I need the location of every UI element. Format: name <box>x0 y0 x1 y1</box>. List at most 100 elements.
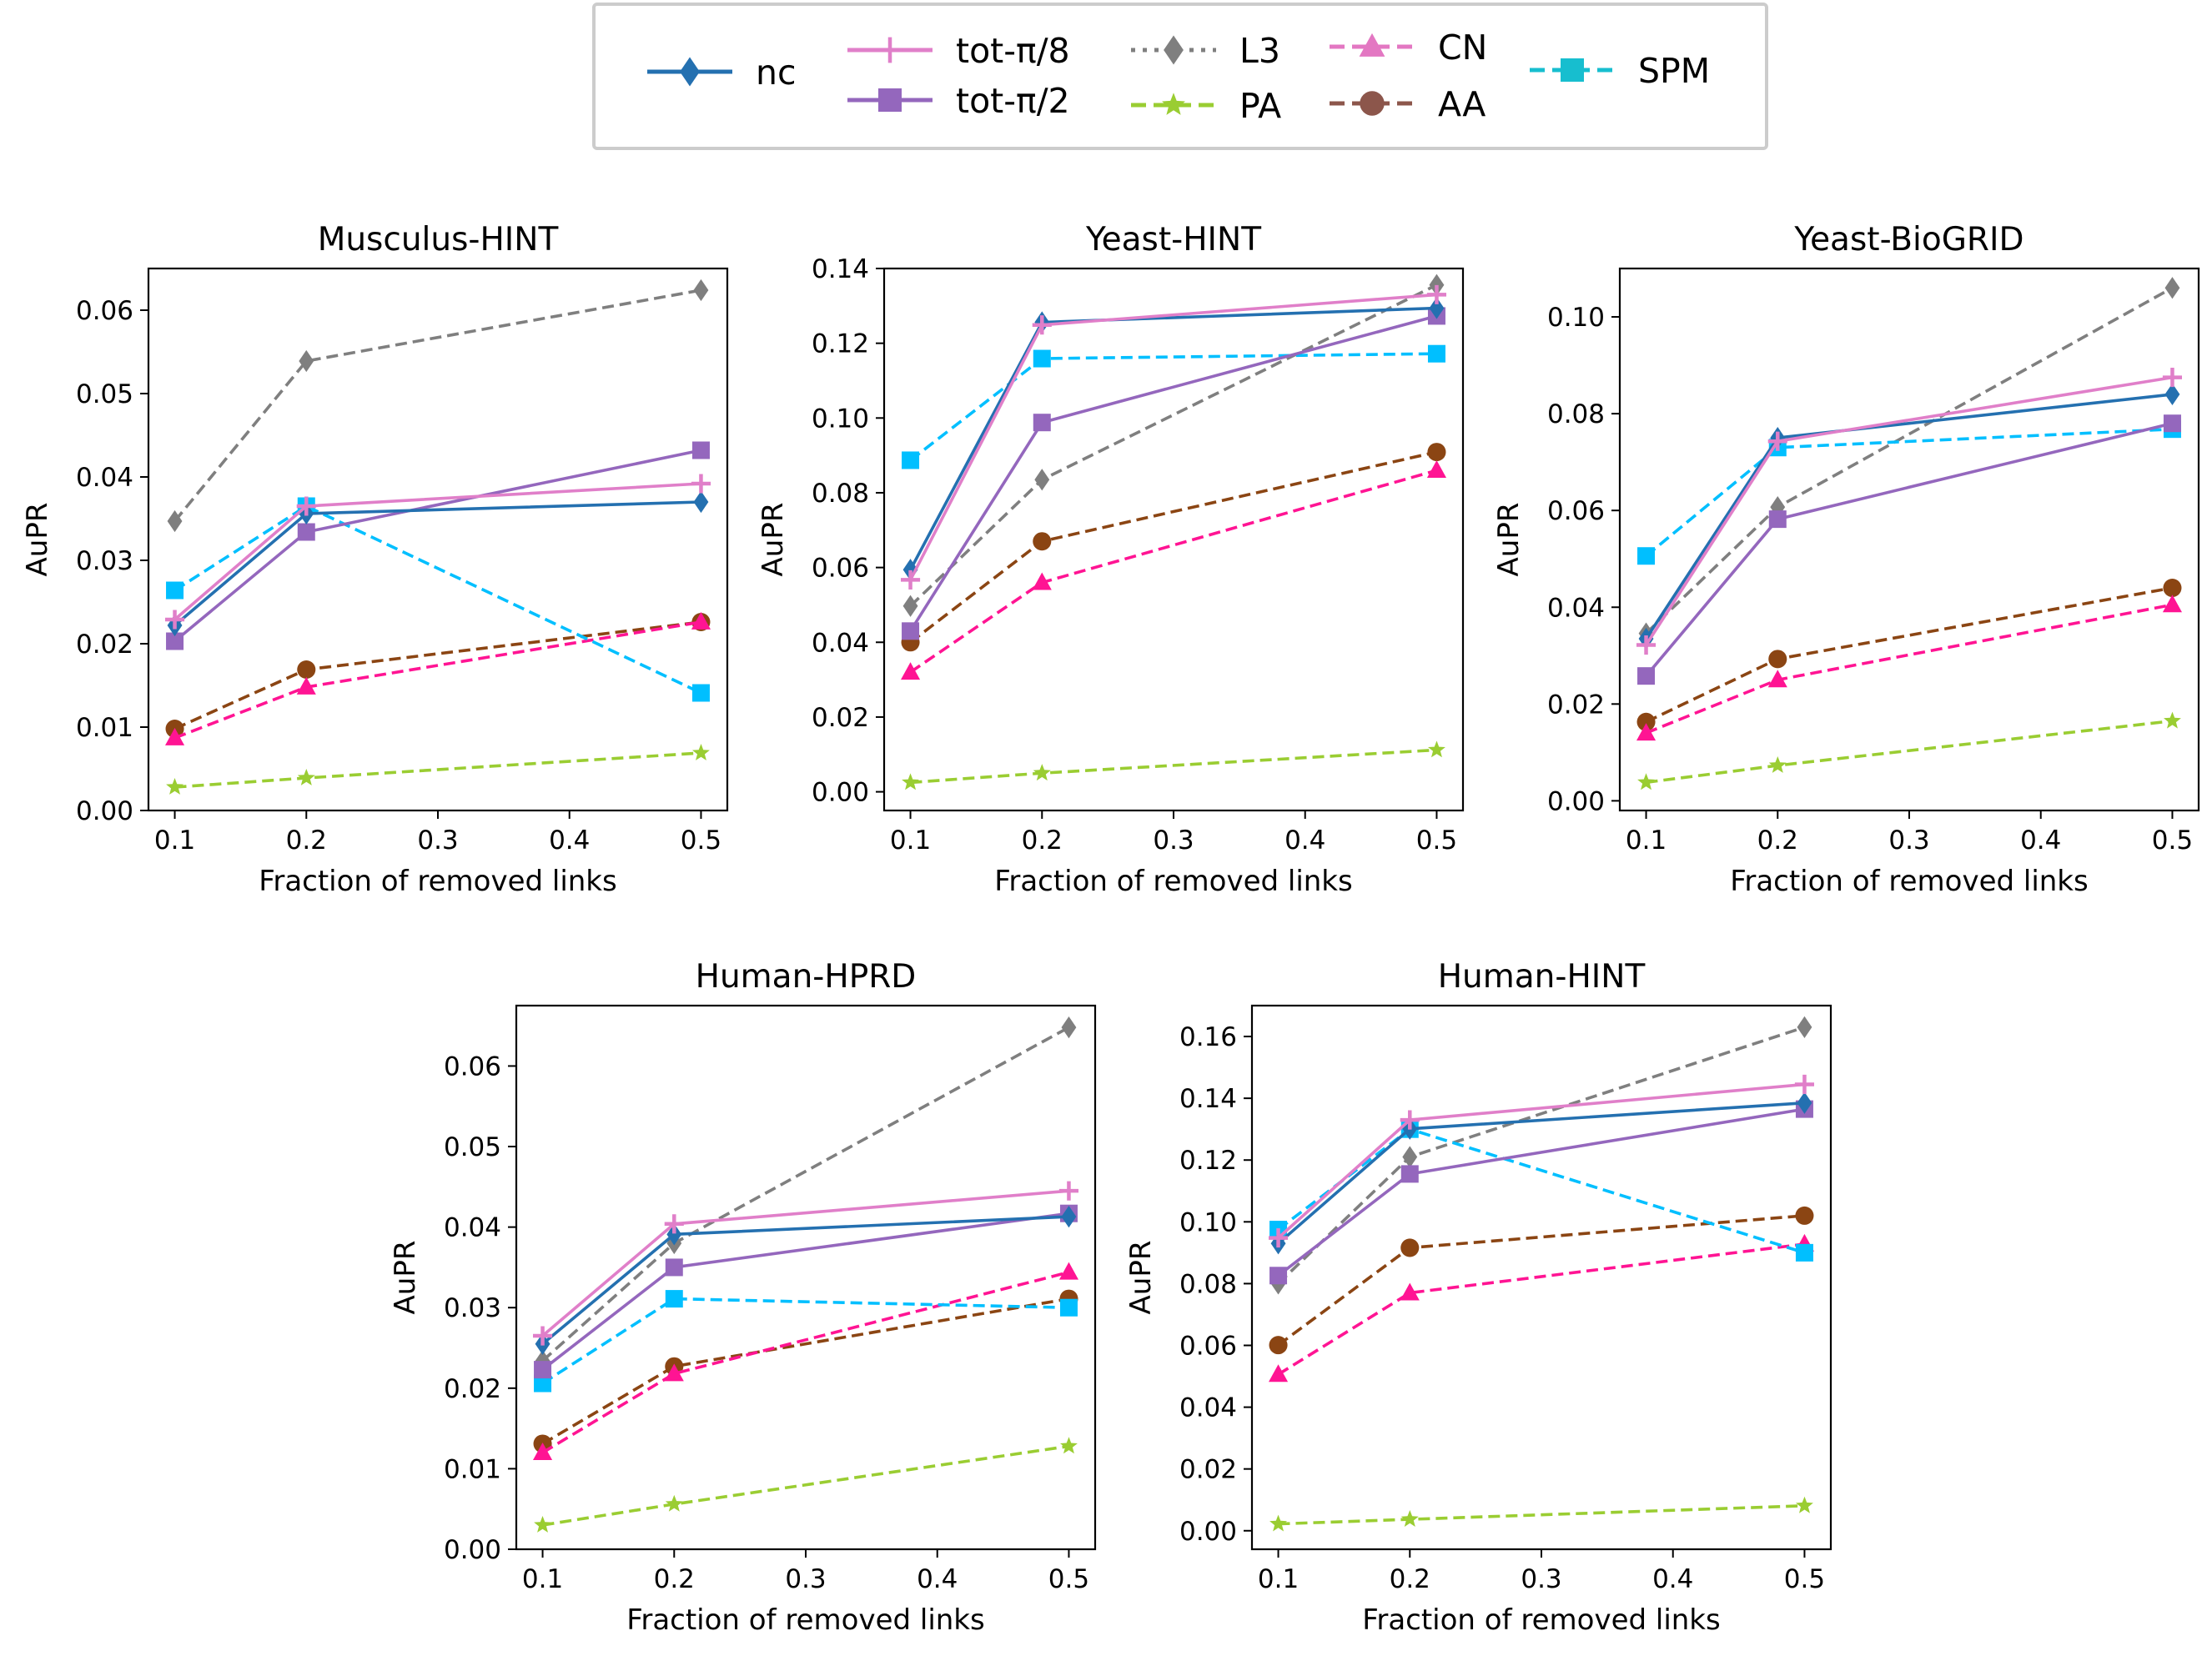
y-tick-label: 0.02 <box>444 1374 501 1404</box>
legend-label-AA: AA <box>1438 84 1486 124</box>
data-point-AA <box>1768 650 1787 669</box>
series-tot8 <box>1269 1074 1814 1248</box>
data-point-CN <box>2162 595 2183 613</box>
data-point-AA <box>297 660 316 680</box>
series-tot8 <box>1636 368 2182 655</box>
y-tick-label: 0.00 <box>1547 786 1605 816</box>
x-axis-label: Fraction of removed links <box>994 865 1352 898</box>
data-point-AA <box>1033 532 1052 551</box>
x-tick-label: 0.2 <box>1022 825 1063 856</box>
data-point-CN <box>900 662 921 680</box>
data-point-SPM <box>902 451 920 469</box>
y-tick-label: 0.10 <box>1179 1207 1237 1237</box>
y-tick-label: 0.02 <box>1179 1455 1237 1485</box>
series-L3 <box>167 279 709 533</box>
legend-marker-AA <box>1360 91 1385 116</box>
series-AA <box>1636 579 2182 731</box>
x-tick-label: 0.4 <box>549 825 590 856</box>
y-tick-label: 0.02 <box>76 630 133 660</box>
chart-panel-yeast-biogrid: 0.1 0.2 0.3 0.4 0.5 0.00 0.02 0.04 0.06 0.08 0.10 Y… <box>1492 221 2200 898</box>
x-tick-label: 0.4 <box>1652 1564 1693 1594</box>
x-tick-label: 0.2 <box>286 825 327 856</box>
y-tick-label: 0.02 <box>812 703 869 733</box>
x-tick-label: 0.1 <box>1258 1564 1299 1594</box>
y-tick-label: 0.06 <box>812 554 869 584</box>
x-tick-label: 0.1 <box>890 825 931 856</box>
data-point-PA <box>2164 711 2181 729</box>
x-tick-label: 0.3 <box>417 825 458 856</box>
x-axis-label: Fraction of removed links <box>259 865 616 898</box>
data-point-tot2 <box>691 441 710 459</box>
legend-marker-nc <box>680 57 700 87</box>
data-point-SPM <box>1795 1243 1813 1262</box>
chart-panel-yeast-hint: 0.1 0.2 0.3 0.4 0.5 0.00 0.02 0.04 0.06 0.08 0.10 0… <box>757 221 1465 898</box>
data-point-tot2 <box>534 1361 552 1379</box>
series-tot8 <box>164 474 711 630</box>
series-AA <box>1269 1206 1814 1355</box>
x-tick-label: 0.1 <box>522 1564 563 1594</box>
series-line-L3 <box>173 289 701 523</box>
x-tick-label: 0.3 <box>1521 1564 1561 1594</box>
data-point-PA <box>665 1494 683 1512</box>
x-tick-label: 0.2 <box>1757 825 1798 856</box>
data-point-AA <box>2163 579 2182 598</box>
y-tick-label: 0.02 <box>1547 690 1605 720</box>
series-tot8 <box>532 1181 1078 1346</box>
legend-label-tot8: tot-π/8 <box>956 31 1070 71</box>
data-point-PA <box>902 773 919 790</box>
data-point-nc <box>1797 1091 1812 1114</box>
data-point-tot8 <box>296 496 316 516</box>
data-point-tot8 <box>664 1214 684 1234</box>
y-tick-label: 0.12 <box>1179 1146 1237 1176</box>
series-line-SPM <box>1645 427 2173 558</box>
series-SPM <box>534 1290 1078 1393</box>
data-point-SPM <box>1033 349 1051 368</box>
data-point-CN <box>532 1443 553 1461</box>
y-tick-label: 0.06 <box>76 296 133 326</box>
y-tick-label: 0.14 <box>1179 1084 1237 1114</box>
x-tick-label: 0.5 <box>1416 825 1457 856</box>
x-tick-label: 0.5 <box>681 825 721 856</box>
series-SPM <box>902 344 1445 469</box>
data-point-PA <box>1033 764 1051 781</box>
data-point-CN <box>1268 1364 1289 1383</box>
x-tick-label: 0.3 <box>1888 825 1929 856</box>
data-point-L3 <box>299 349 314 373</box>
data-point-tot2 <box>1269 1267 1288 1285</box>
data-point-tot2 <box>166 632 184 650</box>
plot-area <box>147 267 729 812</box>
x-axis-label: Fraction of removed links <box>1730 865 2088 898</box>
legend-marker-tot2 <box>878 88 902 112</box>
y-tick-label: 0.01 <box>76 713 133 743</box>
data-point-AA <box>1400 1238 1420 1257</box>
data-point-tot2 <box>2163 414 2181 433</box>
data-point-tot8 <box>164 610 185 630</box>
chart-panel-human-hprd: 0.1 0.2 0.3 0.4 0.5 0.00 0.01 0.02 0.03 0.04 0.05 0… <box>389 958 1097 1637</box>
y-tick-label: 0.06 <box>1547 496 1605 526</box>
data-point-tot8 <box>1794 1074 1814 1095</box>
y-tick-label: 0.01 <box>444 1454 501 1484</box>
data-point-tot2 <box>1768 510 1787 529</box>
y-tick-label: 0.06 <box>1179 1332 1237 1362</box>
data-point-PA <box>1428 740 1445 758</box>
chart-panel-musculus-hint: 0.1 0.2 0.3 0.4 0.5 0.00 0.01 0.02 0.03 0.04 0.05 0… <box>21 221 729 898</box>
legend-entry-nc: nc <box>647 53 797 93</box>
legend-entry-PA: PA <box>1131 86 1281 126</box>
series-tot8 <box>901 284 1446 590</box>
data-point-CN <box>1767 670 1787 688</box>
x-tick-label: 0.5 <box>2152 825 2193 856</box>
legend-label-tot2: tot-π/2 <box>956 81 1070 121</box>
y-axis-label: AuPR <box>389 1241 422 1315</box>
legend-entry-AA: AA <box>1330 84 1486 124</box>
y-axis-label: AuPR <box>1124 1241 1158 1315</box>
data-point-tot8 <box>1636 635 1656 655</box>
data-point-L3 <box>1770 495 1786 519</box>
data-point-tot2 <box>665 1258 683 1277</box>
data-point-PA <box>692 744 710 760</box>
x-tick-label: 0.1 <box>154 825 195 856</box>
data-point-L3 <box>2164 277 2180 299</box>
data-point-tot8 <box>1058 1181 1078 1201</box>
x-tick-label: 0.2 <box>1390 1564 1430 1594</box>
series-CN <box>532 1262 1079 1461</box>
